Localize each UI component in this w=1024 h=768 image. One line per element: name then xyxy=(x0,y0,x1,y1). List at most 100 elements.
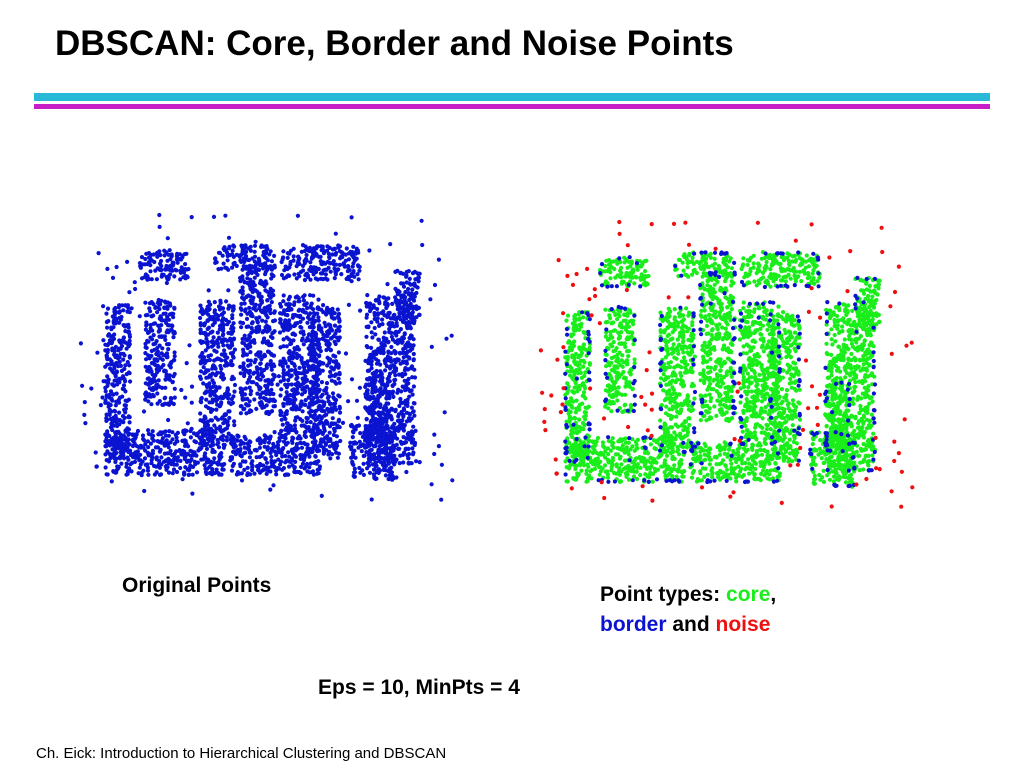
original-point xyxy=(311,293,316,298)
original-point xyxy=(402,331,407,336)
original-point xyxy=(122,353,127,358)
original-point xyxy=(339,272,344,277)
original-point xyxy=(106,377,111,382)
original-point xyxy=(410,392,415,397)
original-point xyxy=(304,384,309,389)
core-point xyxy=(582,422,587,427)
original-point xyxy=(127,290,132,295)
original-point xyxy=(364,324,369,329)
original-point xyxy=(278,462,283,467)
original-point xyxy=(157,328,162,333)
original-point xyxy=(199,306,204,312)
core-point xyxy=(657,453,662,458)
core-point xyxy=(619,446,624,451)
original-point xyxy=(398,400,403,405)
original-point xyxy=(162,248,167,253)
original-point xyxy=(171,335,176,340)
original-point xyxy=(305,448,311,453)
original-point xyxy=(163,377,168,382)
original-point xyxy=(289,458,295,463)
original-point xyxy=(259,243,264,248)
original-point xyxy=(303,244,308,249)
original-point xyxy=(214,357,219,362)
original-point xyxy=(388,316,393,321)
original-point xyxy=(125,304,130,309)
original-point xyxy=(203,415,208,421)
core-point xyxy=(577,402,583,407)
original-point xyxy=(300,461,306,466)
original-point xyxy=(373,430,378,435)
original-point xyxy=(392,444,397,449)
core-point xyxy=(615,273,620,278)
original-point xyxy=(267,303,272,308)
original-point xyxy=(202,463,207,468)
original-point xyxy=(324,448,329,453)
core-point xyxy=(638,472,643,478)
original-point xyxy=(217,454,222,459)
original-point xyxy=(259,453,264,459)
original-point xyxy=(169,311,174,316)
original-point xyxy=(401,435,406,440)
original-point xyxy=(143,327,148,332)
original-point xyxy=(264,465,269,470)
original-point xyxy=(259,294,264,299)
original-point xyxy=(192,439,197,444)
original-point xyxy=(280,324,285,329)
original-point xyxy=(242,467,247,472)
core-point xyxy=(579,321,584,327)
core-point xyxy=(604,364,609,369)
original-point xyxy=(175,458,180,463)
original-point xyxy=(378,388,383,393)
original-point xyxy=(214,388,219,393)
original-point xyxy=(317,367,322,373)
original-point xyxy=(158,253,163,258)
original-point xyxy=(163,337,168,342)
original-point xyxy=(299,338,305,343)
original-point xyxy=(283,453,288,459)
original-point xyxy=(106,332,112,337)
original-point xyxy=(322,435,327,440)
original-point xyxy=(392,358,397,363)
original-point xyxy=(315,467,320,472)
original-point xyxy=(277,438,282,443)
original-point xyxy=(392,421,397,426)
original-point xyxy=(384,446,389,451)
original-point xyxy=(283,460,288,465)
original-point xyxy=(129,306,134,311)
original-point xyxy=(184,267,189,272)
core-point xyxy=(585,367,590,372)
original-point xyxy=(119,461,124,466)
original-point xyxy=(141,409,147,414)
original-point xyxy=(390,337,395,342)
original-point xyxy=(239,454,244,459)
original-point xyxy=(308,420,313,425)
original-point xyxy=(238,320,243,325)
original-point xyxy=(367,455,372,460)
original-point xyxy=(214,407,219,412)
original-point xyxy=(357,385,362,390)
original-point xyxy=(101,338,106,343)
original-point xyxy=(370,335,375,340)
original-point xyxy=(198,315,203,321)
original-point xyxy=(149,353,154,358)
original-point xyxy=(304,338,309,343)
original-point xyxy=(148,366,153,371)
original-point xyxy=(361,453,366,459)
original-point xyxy=(286,424,292,429)
original-point xyxy=(164,372,169,377)
original-point xyxy=(95,350,100,355)
original-point xyxy=(229,468,235,473)
original-point xyxy=(151,438,156,443)
original-point xyxy=(227,319,232,324)
original-point xyxy=(229,441,234,446)
original-point xyxy=(240,336,245,342)
original-point xyxy=(238,288,243,294)
original-point xyxy=(121,357,126,362)
core-point xyxy=(591,462,596,467)
original-point xyxy=(152,463,157,469)
original-point xyxy=(175,430,180,435)
original-point xyxy=(257,445,262,450)
original-point xyxy=(212,320,217,325)
original-point xyxy=(407,281,412,286)
original-point xyxy=(307,454,312,459)
